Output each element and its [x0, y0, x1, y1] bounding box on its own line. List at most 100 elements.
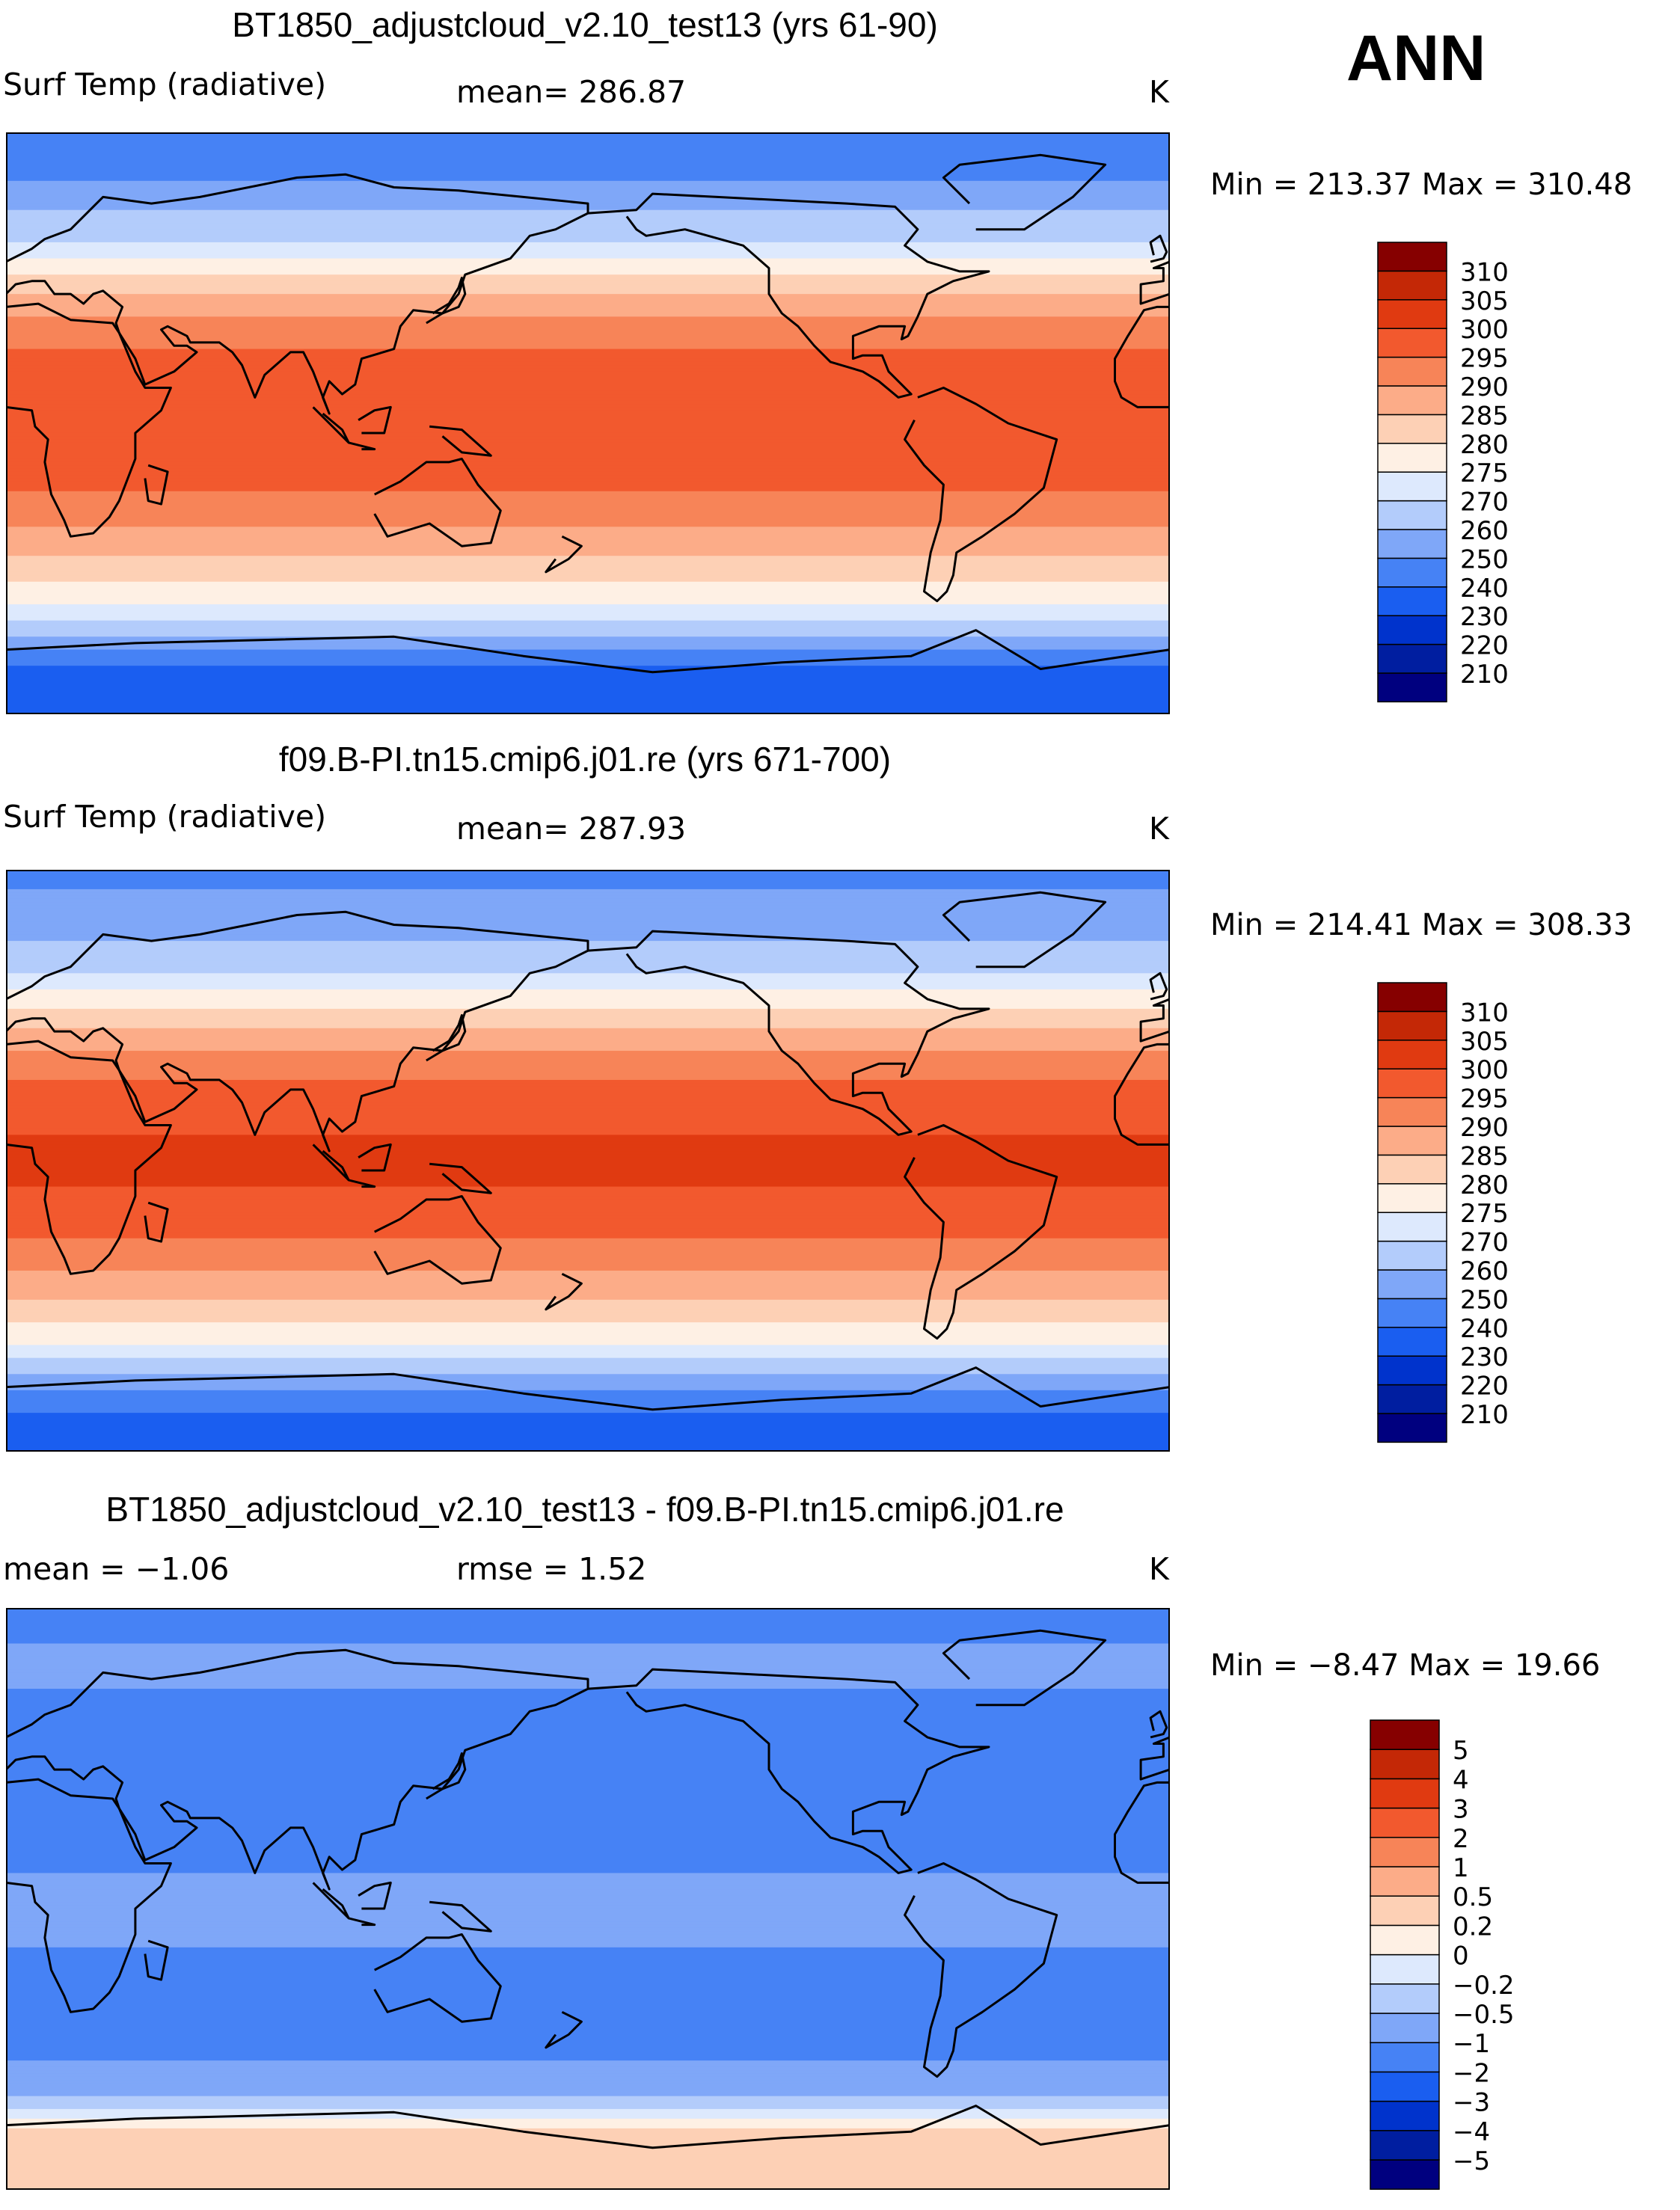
field-band — [6, 2186, 1170, 2190]
field-band — [6, 520, 1170, 524]
field-band — [6, 1724, 1170, 1728]
field-band — [6, 1980, 1170, 1983]
field-band — [6, 542, 1170, 547]
units-label: K — [1149, 1551, 1169, 1587]
field-band — [6, 2154, 1170, 2158]
field-band — [6, 1782, 1170, 1787]
field-band — [6, 158, 1170, 162]
field-band — [6, 1817, 1170, 1822]
field-band — [6, 1203, 1170, 1207]
field-band — [6, 998, 1170, 1003]
field-band — [6, 400, 1170, 405]
field-band — [6, 2157, 1170, 2161]
field-band — [6, 2012, 1170, 2016]
field-band — [6, 1193, 1170, 1197]
field-band — [6, 404, 1170, 408]
field-band — [6, 1698, 1170, 1702]
field-band — [6, 1675, 1170, 1680]
field-band — [6, 1332, 1170, 1336]
coastline — [6, 1648, 589, 1891]
field-band — [6, 1927, 1170, 1932]
rmse-label: rmse = 1.52 — [456, 1551, 647, 1587]
field-band — [6, 313, 1170, 317]
field-band — [6, 1028, 1170, 1032]
field-band — [6, 1303, 1170, 1307]
coastline — [348, 1917, 376, 1927]
coastline — [904, 1862, 1058, 2078]
coastline — [942, 1629, 1107, 1707]
field-band — [6, 1025, 1170, 1029]
field-band — [6, 1409, 1170, 1414]
colorbar-box — [1377, 1212, 1447, 1242]
panel-control: f09.B-PI.tn15.cmip6.j01.re (yrs 671-700)… — [0, 737, 1680, 1473]
colorbar-tick-label: −0.5 — [1453, 2000, 1515, 2030]
field-band — [6, 280, 1170, 285]
coastline — [587, 1668, 990, 1874]
coastline — [429, 425, 492, 457]
field-band — [6, 552, 1170, 556]
field-band — [6, 617, 1170, 621]
field-band — [6, 1286, 1170, 1291]
field-band — [6, 442, 1170, 446]
field-band — [6, 155, 1170, 159]
field-band — [6, 969, 1170, 974]
field-band — [6, 232, 1170, 236]
field-band — [6, 1666, 1170, 1670]
field-band — [6, 1435, 1170, 1440]
field-band — [6, 1351, 1170, 1355]
field-band — [6, 1322, 1170, 1327]
field-band — [6, 439, 1170, 443]
field-band — [6, 168, 1170, 172]
colorbar-tick-label: 3 — [1453, 1795, 1469, 1825]
colorbar-tick-label: 220 — [1460, 631, 1509, 661]
field-band — [6, 2034, 1170, 2039]
coastline — [904, 1124, 1058, 1340]
field-band — [6, 1779, 1170, 1783]
field-band — [6, 361, 1170, 366]
field-band — [6, 145, 1170, 150]
field-band — [6, 1031, 1170, 1036]
colorbar-box — [1377, 443, 1447, 473]
field-band — [6, 1069, 1170, 1074]
field-band — [6, 1235, 1170, 1239]
field-band — [6, 908, 1170, 912]
field-band — [6, 888, 1170, 893]
field-band — [6, 895, 1170, 900]
field-band — [6, 1711, 1170, 1716]
field-band — [6, 614, 1170, 618]
field-band — [6, 1611, 1170, 1615]
colorbar-box — [1370, 2042, 1440, 2073]
field-band — [6, 639, 1170, 644]
field-band — [6, 549, 1170, 553]
colorbar-box — [1377, 1068, 1447, 1099]
field-band — [6, 1892, 1170, 1897]
field-band — [6, 1086, 1170, 1090]
mean-label: mean= 286.87 — [456, 74, 687, 110]
field-band — [6, 1422, 1170, 1427]
field-band — [6, 304, 1170, 307]
field-band — [6, 1966, 1170, 1971]
units-label: K — [1149, 811, 1169, 847]
field-band — [6, 213, 1170, 217]
field-band — [6, 287, 1170, 292]
field-band — [6, 921, 1170, 926]
field-band — [6, 1051, 1170, 1055]
field-band — [6, 1689, 1170, 1692]
field-band — [6, 1260, 1170, 1265]
field-band — [6, 2118, 1170, 2122]
colorbar-box — [1377, 1183, 1447, 1213]
field-band — [6, 1669, 1170, 1674]
field-band — [6, 912, 1170, 916]
colorbar-box — [1377, 414, 1447, 444]
season-label: ANN — [1346, 22, 1486, 94]
field-band — [6, 1617, 1170, 1621]
field-band — [6, 898, 1170, 903]
field-band — [6, 1998, 1170, 2003]
field-band — [6, 1811, 1170, 1816]
field-band — [6, 1428, 1170, 1433]
field-bands — [6, 132, 1170, 714]
field-band — [6, 1799, 1170, 1802]
mean-label: mean = −1.06 — [3, 1551, 230, 1587]
colorbar-tick-label: −4 — [1453, 2117, 1490, 2147]
colorbar-tick-label: 1 — [1453, 1853, 1469, 1883]
